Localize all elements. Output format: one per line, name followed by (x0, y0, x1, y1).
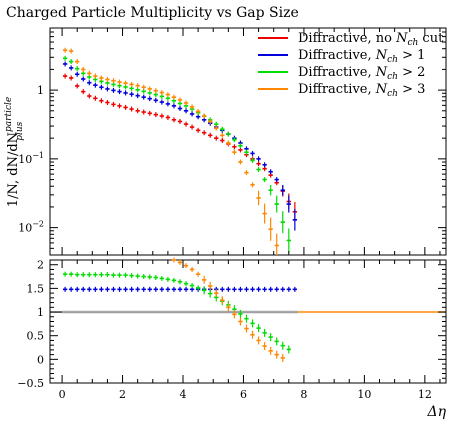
y-axis-label-sup: particle (4, 97, 14, 132)
main-plot-frame (49, 27, 447, 256)
ratio-y-tick-label: 1.5 (27, 282, 45, 295)
legend-label-blue: Diffractive, Nch > 1 (298, 48, 425, 65)
legend-label-green: Diffractive, Nch > 2 (298, 65, 425, 82)
legend-label-orange: Diffractive, Nch > 3 (298, 82, 425, 99)
x-tick-label: 12 (418, 388, 432, 401)
x-axis-label: Δη (427, 404, 447, 420)
y-axis-label: 1/N, dN/dNparticleplus (4, 97, 25, 207)
main-panel (49, 27, 447, 256)
ratio-y-tick-label: 1 (37, 306, 44, 319)
x-tick-label: 8 (300, 388, 307, 401)
x-tick-label: 0 (59, 388, 66, 401)
ratio-data-points (62, 257, 298, 362)
main-x-ticks (61, 28, 441, 255)
x-tick-label: 6 (240, 388, 247, 401)
x-tick-label: 4 (180, 388, 187, 401)
ratio-panel (49, 259, 447, 384)
main-y-tick-label: 1 (37, 84, 44, 97)
y-axis-label-sub: plus (15, 121, 25, 140)
ratio-y-tick-label: −0.5 (17, 377, 44, 390)
chart-title: Charged Particle Multiplicity vs Gap Siz… (6, 5, 299, 21)
ratio-x-ticks: 0 2 4 6 8 10 12 (59, 260, 441, 401)
x-tick-label: 10 (357, 388, 371, 401)
ratio-y-tick-label: 2 (37, 259, 44, 272)
x-tick-label: 2 (119, 388, 126, 401)
y-axis-label-main: 1/N, dN/dN (6, 132, 21, 207)
main-y-tick-label: 10−1 (18, 151, 44, 166)
ratio-y-tick-label: 0.5 (27, 330, 45, 343)
ratio-y-tick-label: 0 (37, 353, 44, 366)
legend-label-red: Diffractive, no Nch cut (298, 31, 444, 48)
ratio-y-ticks: 2 1.5 1 0.5 0 −0.5 (17, 259, 446, 390)
main-y-ticks: 1 10−1 10−2 (18, 27, 446, 256)
main-data-points (62, 47, 298, 255)
main-y-tick-label: 10−2 (18, 220, 44, 235)
ratio-plot-frame (49, 259, 447, 384)
